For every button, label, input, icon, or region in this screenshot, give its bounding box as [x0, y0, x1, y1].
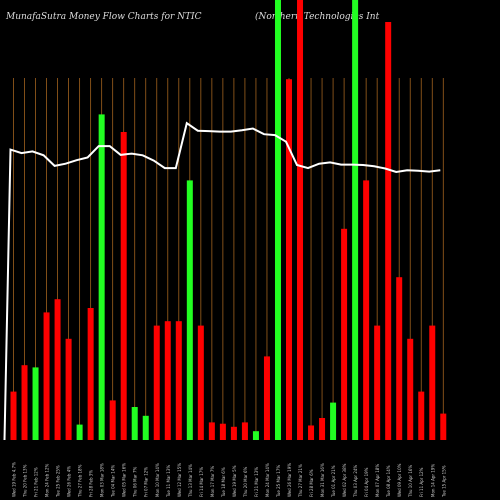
x-tick-label: Wed 12 Mar 15%: [177, 463, 182, 497]
x-tick-label: Tue 04 Mar 14%: [111, 465, 116, 498]
x-tick-label: Wed 19 Mar 5%: [232, 465, 237, 497]
money-flow-bar: [274, 0, 281, 440]
money-flow-bar: [407, 338, 414, 440]
money-flow-bar: [153, 325, 160, 440]
money-flow-bar: [197, 325, 204, 440]
x-tick-label: Mon 10 Mar 14%: [155, 463, 160, 497]
money-flow-bar: [208, 422, 215, 440]
x-tick-label: Thu 10 Apr 16%: [408, 465, 413, 498]
x-tick-label: Thu 27 Mar 21%: [298, 464, 303, 498]
money-flow-bar: [440, 413, 447, 440]
money-flow-bar: [297, 0, 304, 440]
money-flow-bar: [219, 423, 226, 440]
x-tick-label: Mon 17 Mar 7%: [210, 466, 215, 497]
x-tick-label: Wed 26 Mar 19%: [287, 463, 292, 497]
money-flow-bar: [164, 321, 171, 440]
money-flow-bar: [43, 312, 50, 440]
x-tick-label: Fri 21 Feb 12%: [34, 467, 39, 497]
x-tick-label: Thu 06 Mar 7%: [133, 466, 138, 498]
x-tick-label: Wed 19 Feb 4.7%: [12, 462, 17, 497]
x-tick-label: Wed 26 Feb 4%: [67, 466, 72, 497]
money-flow-bar: [230, 426, 237, 440]
x-tick-label: Mon 03 Mar 18%: [100, 463, 105, 497]
x-tick-label: Fri 21 Mar 13%: [254, 467, 259, 497]
chart-title: MunafaSutra Money Flow Charts for NTIC: [6, 12, 202, 22]
money-flow-bar: [263, 356, 270, 440]
money-flow-bar: [286, 79, 292, 440]
money-flow-bar: [98, 114, 105, 441]
x-tick-label: Tue 25 Mar 17%: [276, 465, 281, 498]
money-flow-bar: [363, 180, 370, 440]
money-flow-bar: [87, 308, 94, 440]
x-tick-label: Tue 01 Apr 21%: [331, 465, 336, 498]
x-tick-label: Tue 25 Feb 25%: [56, 465, 61, 498]
x-tick-label: Fri 28 Feb 3%: [89, 470, 94, 497]
money-flow-bar: [65, 338, 72, 440]
money-flow-bar: [341, 228, 348, 440]
money-flow-bar: [186, 180, 193, 440]
x-tick-label: Mon 24 Mar 14%: [265, 463, 270, 497]
x-tick-label: Mon 14 Apr 19%: [430, 464, 435, 497]
money-flow-bar: [252, 431, 259, 440]
x-tick-label: Thu 03 Apr 24%: [353, 465, 358, 498]
x-tick-label: Fri 04 Apr 19%: [364, 467, 369, 497]
x-tick-label: Thu 20 Mar 6%: [243, 466, 248, 498]
x-tick-label: Tue 11 Mar 13%: [166, 465, 171, 498]
x-tick-label: Fri 11 Apr 12%: [419, 467, 424, 497]
x-tick-label: Thu 27 Feb 18%: [78, 464, 83, 498]
money-flow-bar: [385, 22, 392, 440]
money-flow-bar: [319, 418, 326, 440]
x-tick-label: Fri 14 Mar 17%: [199, 467, 204, 497]
x-tick-label: Wed 02 Apr 38%: [342, 463, 347, 497]
money-flow-bar: [76, 424, 83, 440]
x-tick-label: Wed 09 Apr 10%: [397, 463, 402, 497]
x-tick-label: Tue 08 Apr 14%: [386, 465, 391, 498]
money-flow-bar: [429, 325, 436, 440]
money-flow-bar: [54, 299, 61, 440]
money-flow-bar: [418, 391, 425, 440]
money-flow-bar: [175, 321, 182, 440]
money-flow-bar: [32, 367, 39, 440]
x-tick-label: Mon 24 Feb 12%: [45, 463, 50, 497]
x-tick-label: Mon 07 Apr 18%: [375, 464, 380, 497]
money-flow-bar: [330, 402, 337, 440]
x-tick-label: Tue 15 Apr 15%: [441, 465, 446, 498]
company-name: (Northern Technologies Int: [255, 12, 380, 22]
money-flow-bar: [396, 277, 403, 440]
x-tick-label: Wed 05 Mar 16%: [122, 463, 127, 497]
price-line: [3, 121, 441, 441]
x-tick-label: Fri 07 Mar 12%: [144, 467, 149, 497]
x-tick-labels: Wed 19 Feb 4.7% Thu 20 Feb 13% Fri 21 Feb …: [12, 462, 447, 498]
x-tick-label: Tue 18 Mar 6%: [221, 467, 226, 498]
money-flow-bar: [120, 132, 127, 440]
money-flow-bar: [142, 415, 149, 440]
x-tick-label: Thu 13 Mar 14%: [188, 464, 193, 498]
money-flow-bar: [308, 425, 315, 440]
money-flow-bar: [241, 422, 248, 440]
x-tick-label: Thu 20 Feb 13%: [23, 464, 28, 498]
money-flow-bar: [352, 0, 359, 440]
money-flow-bars: [10, 0, 447, 441]
x-tick-label: Mon 31 Mar 16%: [320, 463, 325, 497]
money-flow-bar: [109, 400, 116, 440]
money-flow-bar: [10, 391, 17, 440]
money-flow-bar: [21, 365, 28, 440]
x-tick-label: Fri 28 Mar 6%: [309, 469, 314, 497]
money-flow-bar: [374, 325, 381, 440]
money-flow-bar: [131, 407, 138, 440]
price-line-layer: [3, 121, 441, 441]
